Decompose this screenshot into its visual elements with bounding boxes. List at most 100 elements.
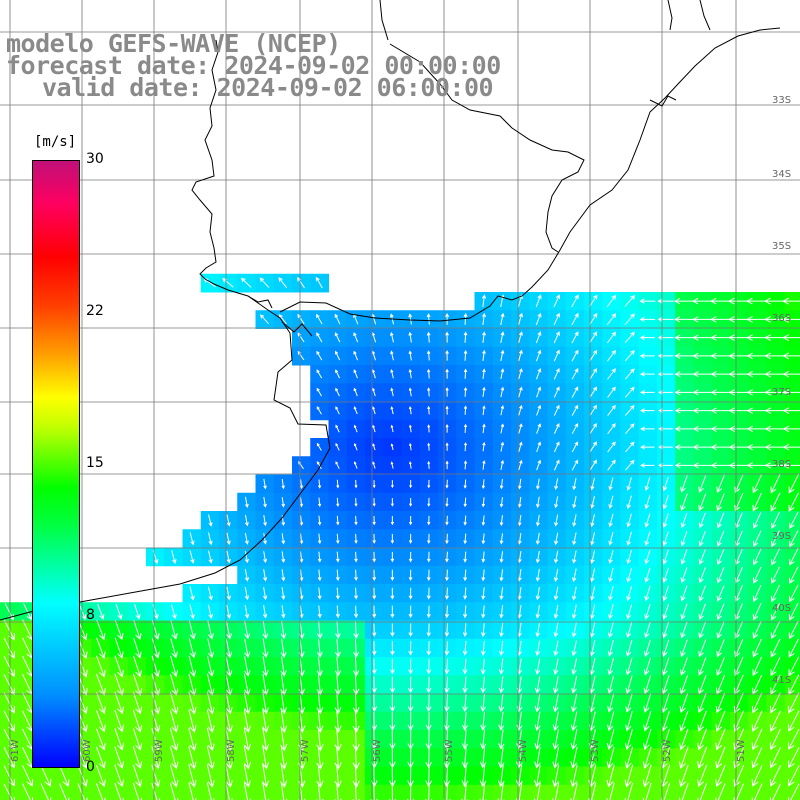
- wind-arrow: [710, 316, 731, 323]
- wind-arrow: [535, 294, 542, 308]
- wind-arrow: [226, 604, 232, 619]
- wind-arrow: [571, 441, 579, 453]
- wind-arrow: [716, 603, 725, 621]
- wind-arrow: [624, 746, 634, 769]
- wind-arrow: [680, 493, 688, 512]
- wind-arrow: [662, 639, 670, 657]
- wind-arrow: [625, 675, 633, 695]
- wind-arrow: [408, 368, 412, 379]
- wind-arrow: [680, 531, 688, 547]
- wind-arrow: [698, 567, 706, 584]
- wind-arrow: [372, 569, 377, 582]
- wind-arrow: [427, 533, 431, 544]
- wind-arrow: [463, 569, 468, 582]
- wind-arrow: [316, 313, 323, 325]
- wind-arrow: [481, 569, 486, 582]
- wind-arrow: [752, 656, 762, 677]
- wind-arrow: [626, 477, 632, 491]
- wind-arrow: [643, 657, 651, 676]
- wind-arrow: [572, 514, 577, 527]
- wind-arrow: [692, 407, 712, 414]
- wind-arrow: [500, 349, 505, 362]
- wind-arrow: [788, 584, 799, 603]
- wind-arrow: [408, 605, 413, 619]
- colorbar: [32, 160, 80, 768]
- wind-arrow: [354, 533, 358, 544]
- wind-arrow: [371, 694, 378, 712]
- wind-arrow: [782, 334, 800, 342]
- wind-arrow: [390, 350, 394, 361]
- wind-arrow: [188, 638, 197, 659]
- wind-arrow: [334, 332, 341, 343]
- wind-arrow: [481, 605, 486, 619]
- wind-arrow: [390, 461, 394, 469]
- wind-arrow: [243, 764, 252, 788]
- wind-arrow: [607, 386, 616, 398]
- wind-arrow: [481, 551, 486, 563]
- wind-arrow: [499, 515, 504, 527]
- wind-arrow: [463, 331, 468, 343]
- wind-arrow: [589, 404, 597, 416]
- wind-arrow: [554, 514, 559, 527]
- wind-arrow: [427, 387, 431, 397]
- wind-arrow: [263, 515, 267, 527]
- wind-arrow: [590, 514, 596, 528]
- wind-arrow: [679, 783, 689, 800]
- wind-arrow: [728, 389, 749, 396]
- wind-arrow: [553, 331, 560, 344]
- wind-arrow: [188, 673, 197, 696]
- wind-arrow: [498, 658, 505, 675]
- wind-arrow: [710, 444, 731, 451]
- wind-arrow: [515, 782, 523, 800]
- wind-arrow: [371, 350, 376, 361]
- wind-arrow: [481, 515, 486, 526]
- wind-arrow: [462, 694, 468, 713]
- wind-arrow: [728, 297, 750, 305]
- wind-cell: [146, 784, 165, 800]
- wind-arrow: [662, 621, 670, 639]
- wind-arrow: [95, 655, 106, 678]
- wind-arrow: [679, 657, 688, 676]
- wind-arrow: [608, 586, 614, 601]
- wind-arrow: [354, 497, 358, 507]
- wind-arrow: [462, 658, 468, 675]
- wind-arrow: [353, 605, 359, 619]
- wind-arrow: [389, 694, 396, 712]
- wind-arrow: [751, 710, 763, 733]
- wind-arrow: [425, 782, 433, 800]
- wind-arrow: [316, 387, 322, 397]
- wind-arrow: [317, 551, 322, 563]
- wind-arrow: [698, 475, 707, 493]
- wind-arrow: [692, 316, 713, 323]
- wind-arrow: [353, 387, 358, 397]
- wind-arrow: [716, 548, 725, 566]
- wind-arrow: [481, 587, 486, 600]
- wind-arrow: [692, 444, 712, 451]
- wind-arrow: [782, 352, 800, 360]
- wind-arrow: [206, 709, 215, 733]
- wind-arrow: [553, 404, 560, 416]
- wind-arrow: [427, 497, 431, 507]
- wind-arrow: [698, 585, 706, 602]
- wind-arrow: [353, 350, 359, 361]
- wind-arrow: [535, 312, 542, 326]
- wind-arrow: [643, 693, 652, 713]
- model-title: modelo GEFS-WAVE (NCEP): [6, 29, 341, 58]
- wind-arrow: [22, 765, 34, 787]
- wind-arrow: [698, 603, 707, 621]
- wind-arrow: [334, 350, 341, 361]
- wind-arrow: [263, 478, 267, 490]
- wind-arrow: [788, 747, 800, 769]
- wind-arrow: [571, 294, 579, 308]
- wind-arrow: [151, 764, 161, 788]
- wind-arrow: [114, 783, 124, 800]
- wind-arrow: [317, 569, 322, 582]
- wind-arrow: [408, 387, 412, 397]
- wind-arrow: [716, 474, 725, 494]
- wind-arrow: [334, 727, 342, 752]
- wind-arrow: [764, 462, 786, 469]
- wind-arrow: [114, 619, 124, 641]
- wind-arrow: [96, 619, 106, 641]
- wind-arrow: [589, 386, 597, 398]
- wind-arrow: [336, 533, 340, 545]
